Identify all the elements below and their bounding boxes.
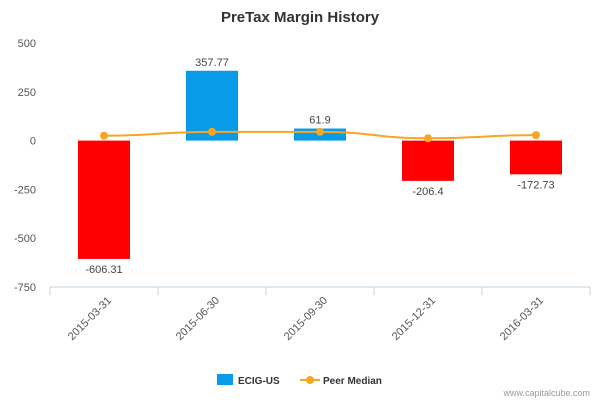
x-tick-label: 2015-12-31 bbox=[390, 295, 438, 343]
x-tick-label: 2015-09-30 bbox=[282, 295, 330, 343]
peer-median-point[interactable] bbox=[316, 127, 324, 136]
y-tick-label: -250 bbox=[14, 184, 36, 196]
x-tick-label: 2015-06-30 bbox=[174, 295, 222, 343]
peer-median-series bbox=[100, 127, 540, 143]
y-tick-label: 500 bbox=[18, 38, 36, 50]
peer-median-point[interactable] bbox=[100, 131, 108, 140]
chart-title: PreTax Margin History bbox=[221, 9, 380, 26]
x-axis: 2015-03-31 2015-06-30 2015-09-30 2015-12-31… bbox=[49, 287, 591, 343]
bar[interactable] bbox=[78, 140, 130, 259]
y-axis: 500 250 0 -250 -500 -750 bbox=[14, 38, 36, 294]
bar-data-label: -172.73 bbox=[517, 179, 554, 191]
peer-median-point[interactable] bbox=[208, 127, 216, 136]
bar[interactable] bbox=[402, 140, 454, 181]
legend-peer-median-marker bbox=[306, 376, 314, 384]
legend-peer-median-label: Peer Median bbox=[323, 376, 382, 387]
y-tick-label: -750 bbox=[14, 282, 36, 294]
peer-median-point[interactable] bbox=[424, 134, 432, 143]
legend[interactable]: ECIG-US Peer Median bbox=[217, 374, 382, 387]
bar-data-label: -606.31 bbox=[85, 264, 122, 276]
bar-data-label: 61.9 bbox=[309, 115, 330, 127]
bar-data-labels: -606.31 357.77 61.9 -206.4 -172.73 bbox=[85, 57, 554, 276]
x-tick-label: 2015-03-31 bbox=[66, 295, 114, 343]
peer-median-point[interactable] bbox=[532, 131, 540, 140]
y-tick-label: 0 bbox=[30, 136, 36, 148]
x-tick-label: 2016-03-31 bbox=[498, 295, 546, 343]
bar-series bbox=[78, 70, 562, 259]
legend-ecig-swatch bbox=[217, 374, 233, 385]
credit-text: www.capitalcube.com bbox=[502, 388, 590, 398]
y-tick-label: -500 bbox=[14, 233, 36, 245]
bar[interactable] bbox=[510, 140, 562, 175]
bar-data-label: -206.4 bbox=[412, 186, 443, 198]
bar-data-label: 357.77 bbox=[195, 57, 229, 69]
y-tick-label: 250 bbox=[18, 87, 36, 99]
legend-ecig-label: ECIG-US bbox=[238, 376, 280, 387]
